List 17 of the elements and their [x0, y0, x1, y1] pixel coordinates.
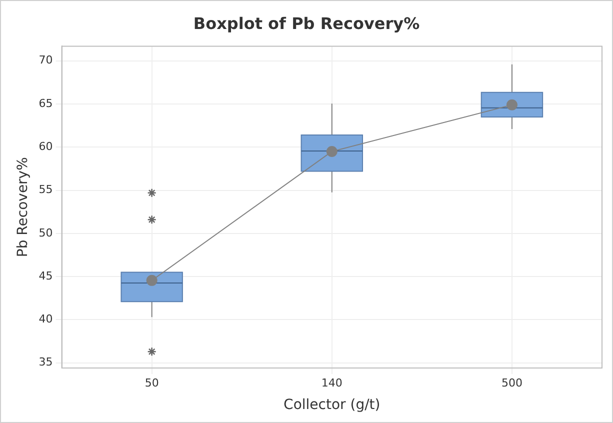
x-tick-label: 500: [501, 376, 522, 390]
y-tick-label: 45: [38, 269, 53, 282]
y-axis-title: Pb Recovery%: [15, 157, 32, 258]
point: [146, 274, 158, 286]
x-axis-title: Collector (g/t): [284, 397, 380, 414]
point: [506, 99, 518, 110]
x-tick-label: 140: [321, 376, 342, 390]
chart-title: Boxplot of Pb Recovery%: [193, 14, 420, 33]
y-tick-label: 35: [38, 356, 53, 369]
point: [326, 146, 338, 157]
x-tick-label: 50: [144, 376, 159, 390]
y-tick-label: 60: [38, 140, 53, 153]
y-tick-label: 55: [38, 183, 53, 196]
y-tick-label: 65: [38, 96, 53, 110]
y-tick-label: 50: [38, 226, 53, 240]
y-tick-label: 70: [38, 54, 53, 67]
y-tick-label: 40: [38, 312, 53, 326]
